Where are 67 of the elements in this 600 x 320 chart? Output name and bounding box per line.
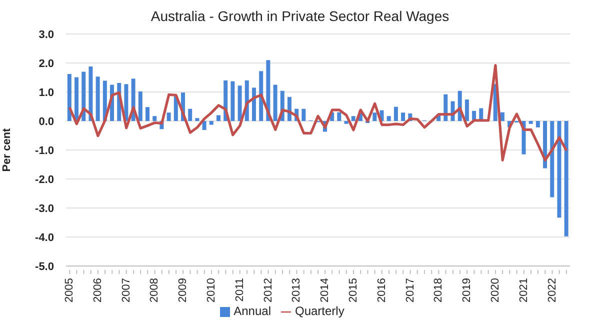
y-tick-label: 2.0 <box>38 58 54 70</box>
bar <box>209 121 214 125</box>
bar <box>195 118 200 121</box>
bar <box>372 112 377 121</box>
x-tick-label: 2006 <box>92 278 104 302</box>
x-tick-label: 2013 <box>290 278 303 302</box>
x-tick-label: 2020 <box>489 278 502 302</box>
bar <box>230 81 235 121</box>
x-tick-label: 2016 <box>376 278 388 302</box>
x-tick-label: 2007 <box>120 278 132 302</box>
line-series <box>68 64 568 162</box>
bar <box>82 72 86 121</box>
bar <box>259 71 264 121</box>
bar <box>216 115 220 121</box>
x-tick-label: 2022 <box>546 278 558 302</box>
bar <box>344 121 348 124</box>
bar <box>401 112 406 121</box>
bar <box>152 116 157 121</box>
x-tick-label: 2015 <box>347 278 360 302</box>
x-tick-label: 2014 <box>319 278 332 302</box>
y-tick-label: 1.0 <box>38 86 54 99</box>
x-tick-label: 2019 <box>461 278 474 302</box>
bar <box>550 121 554 198</box>
bar <box>238 86 242 121</box>
y-tick-label: 3.0 <box>38 28 54 41</box>
y-tick-label: 0.0 <box>38 116 54 128</box>
bar <box>536 121 540 128</box>
bar <box>464 100 469 121</box>
y-tick-label: -3.0 <box>35 202 54 215</box>
bar <box>394 106 398 121</box>
x-tick-label: 2018 <box>432 278 445 302</box>
x-tick-label: 2021 <box>518 278 530 302</box>
bar <box>166 112 171 121</box>
bar <box>564 121 568 236</box>
chart-title: Australia - Growth in Private Sector Real Wages <box>150 8 450 26</box>
x-tick-label: 2008 <box>148 278 161 302</box>
x-tick-label: 2012 <box>262 278 274 302</box>
y-tick-label: -4.0 <box>35 232 54 244</box>
x-tick-label: 2011 <box>234 278 246 302</box>
bar <box>96 76 100 121</box>
bar <box>74 77 79 121</box>
y-axis-title: Per cent <box>0 128 13 172</box>
legend-label: Quarterly <box>295 304 344 318</box>
bar <box>67 74 72 121</box>
bar <box>138 91 142 121</box>
bar <box>557 121 562 218</box>
bar <box>202 121 206 130</box>
bar <box>273 84 278 121</box>
bar <box>528 121 533 124</box>
bar <box>146 107 150 121</box>
x-tick-label: 2017 <box>404 278 416 302</box>
bar <box>351 116 356 121</box>
y-tick-label: -1.0 <box>35 144 54 157</box>
bar <box>88 66 93 121</box>
bar <box>124 84 128 121</box>
y-tick-label: -5.0 <box>35 260 54 273</box>
x-tick-label: 2005 <box>64 278 76 302</box>
x-tick-label: 2009 <box>177 278 190 302</box>
bar <box>500 112 504 121</box>
bar <box>252 88 256 121</box>
bar <box>188 108 192 121</box>
bar <box>337 112 342 121</box>
y-tick-label: -2.0 <box>35 174 54 186</box>
bar <box>302 108 306 121</box>
bar <box>386 116 391 121</box>
x-tick-label: 2010 <box>206 278 218 302</box>
legend-label: Annual <box>234 304 271 318</box>
